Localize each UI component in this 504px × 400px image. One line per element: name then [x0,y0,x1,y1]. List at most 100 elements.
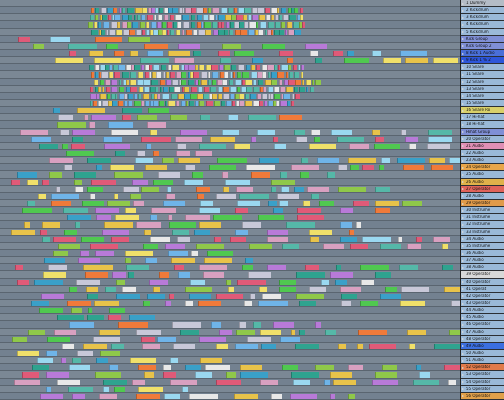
clip[interactable] [171,322,202,328]
fold-toggle-icon[interactable]: ▸ [461,143,464,149]
clip[interactable] [80,236,104,242]
clip[interactable] [153,179,173,185]
clip[interactable] [108,29,115,35]
clip[interactable] [162,93,170,99]
clip[interactable] [134,65,141,71]
clip[interactable] [115,293,140,299]
clip[interactable] [204,365,231,371]
clip[interactable] [229,72,233,78]
clip[interactable] [75,279,100,285]
clip[interactable] [228,79,234,85]
fold-toggle-icon[interactable]: ▸ [461,200,464,206]
clip[interactable] [257,129,275,135]
clip[interactable] [287,8,292,14]
clip[interactable] [145,165,167,171]
clip[interactable] [126,79,129,85]
clip[interactable] [83,343,107,349]
clip[interactable] [219,65,224,71]
clip[interactable] [209,165,236,171]
clip[interactable] [51,193,79,199]
clip[interactable] [178,43,201,49]
clip[interactable] [230,22,235,28]
clip[interactable] [129,193,141,199]
clip[interactable] [106,201,131,207]
clip[interactable] [110,93,115,99]
track-header[interactable]: ▸ Kick Group [461,35,504,43]
clip[interactable] [86,186,104,192]
clip[interactable] [172,229,190,235]
clip[interactable] [162,86,169,92]
clip[interactable] [150,93,154,99]
clip[interactable] [277,193,300,199]
clip[interactable] [71,358,81,364]
clip[interactable] [150,29,154,35]
track-header[interactable]: ▸ 36 Audio [461,250,504,258]
clip[interactable] [379,165,384,171]
clip[interactable] [101,8,107,14]
clip[interactable] [122,72,129,78]
clip[interactable] [89,93,96,99]
clip[interactable] [173,22,177,28]
clip[interactable] [22,208,52,214]
track-header[interactable]: ▸ 29 Operator [461,200,504,208]
clip[interactable] [136,29,141,35]
clip[interactable] [448,379,457,385]
track-header[interactable]: ▸ 21 Audio [461,142,504,150]
clip[interactable] [95,208,120,214]
clip[interactable] [157,172,181,178]
clip[interactable] [401,129,407,135]
clip[interactable] [149,215,158,221]
clip[interactable] [111,343,125,349]
clip[interactable] [184,286,212,292]
clip[interactable] [199,101,204,107]
fold-toggle-icon[interactable]: ▸ [461,71,464,77]
clip[interactable] [95,215,111,221]
clip[interactable] [91,8,94,14]
clip[interactable] [281,365,298,371]
clip[interactable] [137,386,163,392]
clip[interactable] [33,43,44,49]
clip[interactable] [184,86,190,92]
clip[interactable] [252,101,259,107]
clip[interactable] [101,86,104,92]
clip[interactable] [150,101,153,107]
clip[interactable] [244,258,253,264]
clip[interactable] [136,79,143,85]
clip[interactable] [162,365,172,371]
fold-toggle-icon[interactable]: ▸ [461,64,464,70]
clip[interactable] [188,65,195,71]
clip[interactable] [71,308,82,314]
clip[interactable] [148,72,152,78]
clip[interactable] [94,36,123,42]
clip[interactable] [221,129,240,135]
track-header[interactable]: ▸ 15 Snare [461,100,504,108]
clip[interactable] [141,65,144,71]
fold-toggle-icon[interactable]: ▸ [461,164,464,170]
clip[interactable] [113,193,119,199]
fold-toggle-icon[interactable]: ▸ [461,350,464,356]
clip[interactable] [113,172,144,178]
clip[interactable] [94,58,121,64]
clip[interactable] [196,93,203,99]
clip[interactable] [223,65,230,71]
track-header[interactable]: ▸ 1 Dummy [461,0,504,8]
clip[interactable] [142,29,145,35]
clip[interactable] [85,272,109,278]
clip[interactable] [123,79,127,85]
clip[interactable] [224,72,229,78]
clip[interactable] [96,165,102,171]
clip[interactable] [10,229,36,235]
fold-toggle-icon[interactable]: ▸ [461,364,464,370]
clip[interactable] [249,22,256,28]
clip[interactable] [285,72,289,78]
clip[interactable] [163,201,186,207]
clip[interactable] [215,379,241,385]
track-header[interactable]: ▸ Hihat Group [461,128,504,136]
track-header[interactable]: ▸ 53 Operator [461,371,504,379]
clip[interactable] [219,58,231,64]
clip[interactable] [185,101,189,107]
clip[interactable] [217,22,221,28]
clip[interactable] [53,329,76,335]
clip[interactable] [297,208,322,214]
clip[interactable] [67,43,97,49]
